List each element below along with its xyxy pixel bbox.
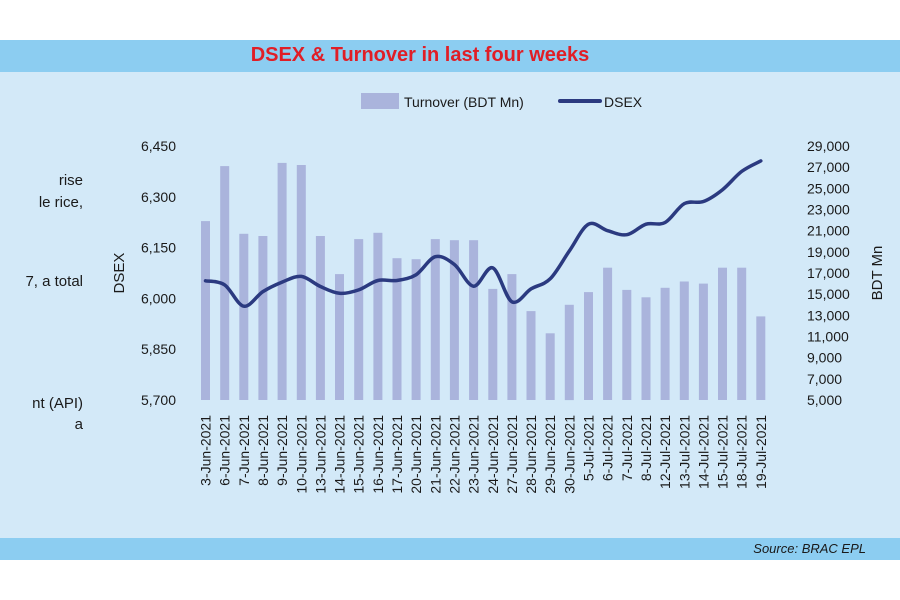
turnover-bar: [392, 258, 402, 400]
turnover-bar: [488, 288, 498, 400]
right-tick-label: 25,000: [807, 180, 850, 196]
title-band: [0, 40, 900, 72]
x-tick-label: 22-Jun-2021: [446, 415, 462, 494]
turnover-bar: [603, 267, 613, 400]
x-tick-label: 3-Jun-2021: [198, 415, 214, 486]
turnover-bar: [679, 281, 689, 400]
legend-dsex-label: DSEX: [604, 94, 643, 110]
turnover-bar: [430, 239, 440, 400]
turnover-bar: [641, 297, 651, 400]
x-tick-label: 23-Jun-2021: [466, 415, 482, 494]
left-tick-label: 6,150: [141, 240, 176, 256]
x-tick-label: 13-Jun-2021: [312, 415, 328, 494]
left-tick-label: 6,000: [141, 290, 176, 306]
right-tick-label: 13,000: [807, 307, 850, 323]
turnover-bar: [239, 233, 249, 400]
left-tick-label: 6,300: [141, 189, 176, 205]
turnover-bar: [718, 267, 727, 400]
footer-band: [0, 538, 900, 560]
right-tick-label: 11,000: [807, 329, 849, 345]
x-tick-label: 7-Jul-2021: [619, 415, 635, 481]
right-tick-label: 21,000: [807, 223, 850, 239]
turnover-bar: [526, 311, 536, 400]
x-tick-label: 12-Jul-2021: [657, 415, 673, 489]
x-tick-label: 19-Jul-2021: [753, 415, 769, 489]
x-tick-label: 14-Jun-2021: [332, 415, 348, 494]
right-tick-label: 23,000: [807, 202, 850, 218]
x-axis-ticks: 3-Jun-2021 6-Jun-2021 7-Jun-2021 8-Jun-2021…: [198, 415, 769, 494]
turnover-bar: [354, 239, 364, 400]
x-tick-label: 6-Jul-2021: [600, 415, 616, 481]
turnover-bar: [564, 304, 574, 401]
x-tick-label: 5-Jul-2021: [581, 415, 597, 481]
left-tick-label: 5,850: [141, 341, 176, 357]
turnover-bar: [296, 165, 306, 400]
side-text-1: rise: [58, 172, 83, 189]
x-tick-label: 29-Jun-2021: [542, 415, 558, 494]
turnover-bar: [201, 221, 210, 400]
turnover-bar: [315, 236, 325, 400]
left-tick-label: 5,700: [141, 392, 176, 408]
turnover-bar: [411, 259, 421, 400]
turnover-bar: [622, 289, 632, 400]
legend-bar-swatch: [361, 93, 399, 109]
line-layer: [203, 159, 763, 308]
dsex-line: [203, 159, 763, 308]
turnover-bar: [584, 292, 593, 400]
turnover-bar: [756, 316, 766, 400]
turnover-bar: [698, 283, 708, 400]
bars-layer: [201, 162, 766, 401]
turnover-bar: [335, 274, 344, 400]
x-tick-label: 14-Jul-2021: [695, 415, 711, 489]
x-tick-label: 27-Jun-2021: [504, 415, 520, 494]
legend: Turnover (BDT Mn) DSEX: [361, 93, 643, 110]
legend-turnover-label: Turnover (BDT Mn): [404, 94, 524, 110]
turnover-bar: [373, 232, 383, 400]
turnover-bar: [507, 274, 517, 400]
right-tick-label: 15,000: [807, 286, 850, 302]
chart-title: DSEX & Turnover in last four weeks: [250, 44, 590, 66]
right-tick-label: 5,000: [807, 392, 842, 408]
x-tick-label: 17-Jun-2021: [389, 415, 405, 494]
right-tick-label: 9,000: [807, 350, 842, 366]
x-tick-label: 28-Jun-2021: [523, 415, 539, 494]
x-tick-label: 15-Jul-2021: [715, 415, 731, 489]
x-tick-label: 10-Jun-2021: [293, 415, 309, 494]
right-tick-label: 19,000: [807, 244, 850, 260]
right-tick-label: 17,000: [807, 265, 850, 281]
side-text-4: nt (API): [32, 395, 83, 412]
right-tick-label: 27,000: [807, 159, 850, 175]
right-axis-label: BDT Mn: [869, 246, 886, 301]
x-tick-label: 30-Jun-2021: [561, 415, 577, 494]
x-tick-label: 20-Jun-2021: [408, 415, 424, 494]
x-tick-label: 16-Jun-2021: [370, 415, 386, 494]
turnover-bar: [660, 287, 670, 400]
turnover-bar: [469, 240, 479, 400]
x-tick-label: 8-Jun-2021: [255, 415, 271, 486]
x-tick-label: 7-Jun-2021: [236, 415, 252, 486]
left-axis-ticks: 5,700 5,850 6,000 6,150 6,300 6,450: [141, 138, 176, 408]
right-tick-label: 29,000: [807, 138, 850, 154]
x-tick-label: 24-Jun-2021: [485, 415, 501, 494]
right-axis-ticks: 5,000 7,000 9,000 11,000 13,000 15,000 17,000 1…: [807, 138, 850, 408]
x-tick-label: 21-Jun-2021: [427, 415, 443, 494]
left-tick-label: 6,450: [141, 138, 176, 154]
turnover-bar: [449, 240, 459, 400]
x-tick-label: 13-Jul-2021: [676, 415, 692, 489]
side-text-5: a: [74, 416, 83, 433]
source-text: Source: BRAC EPL: [753, 541, 866, 556]
side-text-3: 7, a total: [25, 273, 83, 290]
turnover-bar: [545, 333, 555, 400]
left-axis-label: DSEX: [111, 253, 128, 294]
turnover-bar: [737, 267, 747, 400]
x-tick-label: 6-Jun-2021: [217, 415, 233, 486]
x-tick-label: 15-Jun-2021: [351, 415, 367, 494]
x-tick-label: 8-Jul-2021: [638, 415, 654, 481]
right-tick-label: 7,000: [807, 371, 842, 387]
side-text-2: le rice,: [38, 194, 83, 211]
x-tick-label: 18-Jul-2021: [734, 415, 750, 489]
x-tick-label: 9-Jun-2021: [274, 415, 290, 486]
turnover-bar: [258, 236, 268, 400]
